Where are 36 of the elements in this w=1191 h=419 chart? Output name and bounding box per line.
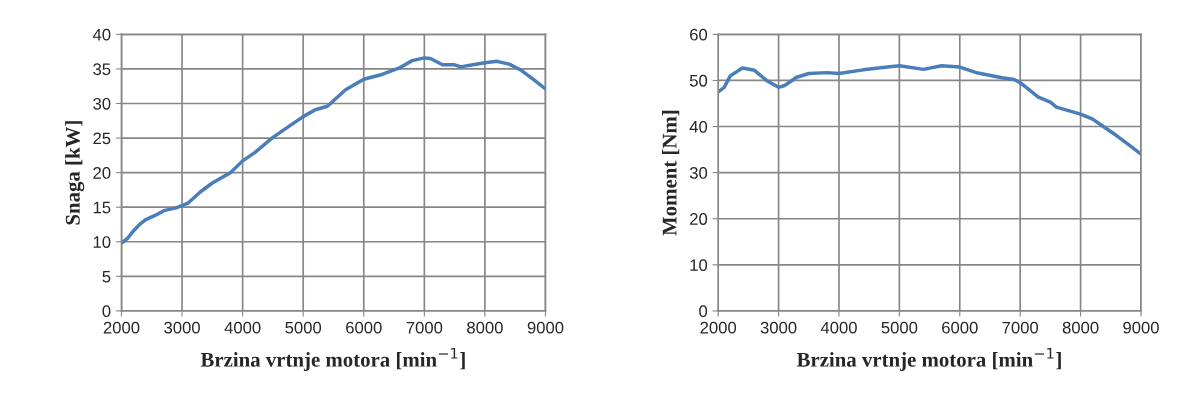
x-tick-label: 9000: [1123, 321, 1159, 334]
y-axis-title: Snaga [kW]: [65, 121, 85, 225]
y-tick-label: 40: [92, 28, 111, 41]
x-tick-label: 6000: [942, 321, 978, 334]
y-tick-label: 0: [699, 305, 708, 318]
y-tick-label: 5: [102, 270, 111, 283]
y-tick-label: 30: [689, 167, 708, 179]
x-tick-label: 7000: [406, 321, 443, 334]
y-tick-label: 50: [689, 74, 708, 87]
x-tick-label: 8000: [467, 321, 503, 334]
y-tick-label: 15: [93, 201, 111, 214]
y-tick-label: 35: [93, 63, 111, 76]
y-tick-label: 0: [102, 305, 111, 318]
x-tick-label: 9000: [527, 321, 564, 334]
y-tick-label: 30: [93, 97, 111, 110]
x-tick-label: 7000: [1002, 321, 1039, 334]
y-tick-label: 60: [690, 28, 708, 41]
y-tick-label: 25: [93, 132, 111, 145]
x-tick-label: 3000: [760, 321, 797, 334]
y-axis-title: Moment [Nm]: [661, 110, 680, 236]
x-axis-title: Brzina vrtnje motora [min$^{−1}$]: [796, 347, 1061, 372]
x-tick-label: 6000: [346, 321, 382, 334]
x-tick-label: 2000: [700, 321, 737, 334]
y-tick-label: 20: [690, 213, 708, 225]
x-tick-label: 2000: [103, 321, 140, 334]
x-tick-label: 4000: [224, 321, 261, 334]
x-axis-title: Brzina vrtnje motora [min$^{−1}$]: [200, 347, 465, 372]
x-tick-label: 3000: [164, 321, 200, 334]
x-tick-label: 8000: [1062, 321, 1099, 334]
y-tick-label: 20: [93, 167, 111, 179]
x-tick-label: 4000: [820, 321, 857, 334]
y-tick-label: 10: [93, 236, 111, 248]
y-tick-label: 40: [689, 120, 708, 133]
x-tick-label: 5000: [881, 321, 918, 334]
x-tick-label: 5000: [285, 321, 322, 334]
y-tick-label: 10: [690, 259, 708, 272]
